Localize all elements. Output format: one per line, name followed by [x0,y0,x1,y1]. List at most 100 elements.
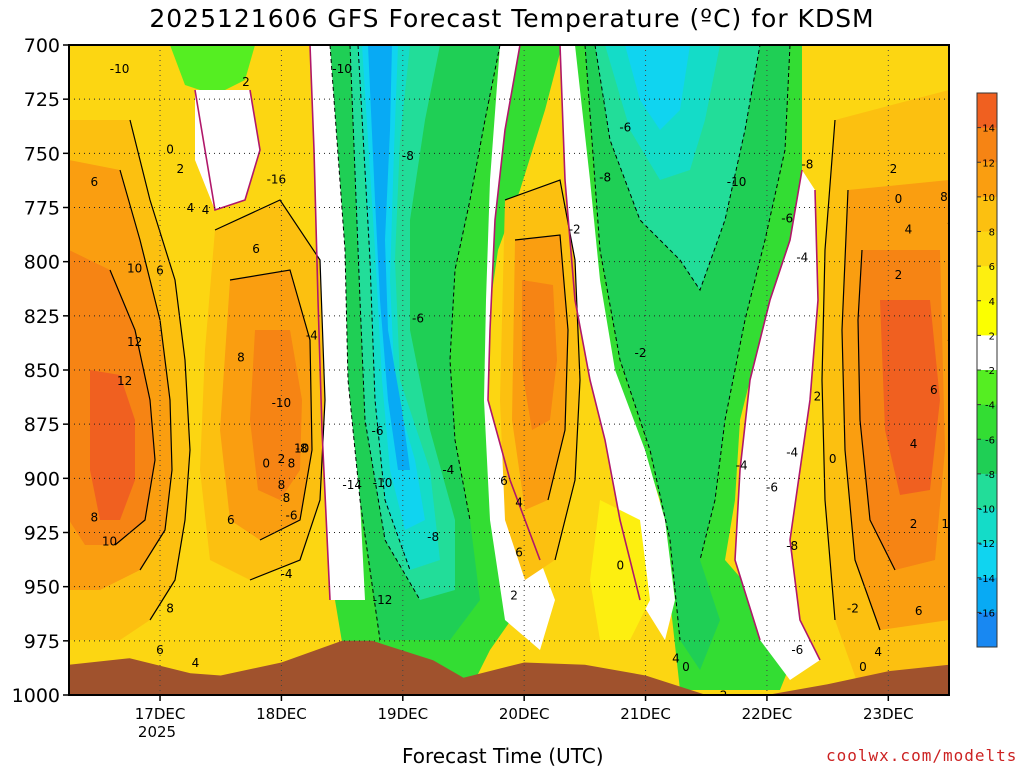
contour-label: 2 [890,162,898,176]
contour-label: 2 [510,589,518,603]
contour-label: 10 [294,441,309,455]
contour-label: 8 [237,350,245,364]
contour-label: -6 [372,424,384,438]
colorbar-swatch [977,370,997,406]
contour-label: 4 [202,203,210,217]
y-tick-label: 700 [24,35,60,57]
temperature-field: -10681012121068644420268108868-402-10-16… [69,45,1017,728]
credit-link[interactable]: coolwx.com/modelts [826,746,1018,765]
contour-label: 14 [1002,428,1017,442]
contour-label: 6 [252,242,260,256]
contour-label: -4 [306,329,318,343]
colorbar-label: 10 [982,193,995,204]
contour-label: -6 [766,480,778,494]
contour-label: -6 [412,311,424,325]
colorbar-swatch [977,266,997,302]
contour-label: 6 [915,604,923,618]
contour-label: 12 [117,374,132,388]
y-tick-label: 725 [24,89,60,111]
contour-label: 2 [242,75,250,89]
x-axis: 17DEC 18DEC 19DEC 20DEC 21DEC 22DEC 23DEC [135,695,914,723]
contour-label: 6 [90,175,98,189]
colorbar-swatch [977,300,997,336]
colorbar-label: 12 [982,158,995,169]
y-tick-label: 925 [24,523,60,545]
contour-label: 2 [895,268,903,282]
contour-label: -2 [569,223,581,237]
colorbar-label: -6 [985,435,995,446]
contour-label: -10 [373,476,393,490]
contour-label: -6 [791,643,803,657]
colorbar-swatch [977,612,997,648]
colorbar-label: -2 [985,366,995,377]
contour-label: -4 [281,567,293,581]
contour-label: 4 [672,652,680,666]
contour-label: 8 [166,602,174,616]
contour-label: -8 [402,149,414,163]
contour-label: 0 [262,457,270,471]
grid [69,45,949,695]
contour-label: 6 [500,474,508,488]
colorbar-label: 2 [989,331,995,342]
contour-label: 6 [156,643,164,657]
contour-label: 6 [515,545,523,559]
colorbar-label: -8 [985,470,995,481]
contour-label: 12 [946,337,961,351]
contour-label: 4 [187,201,195,215]
y-tick-label: 975 [24,631,60,653]
contour-label: -6 [781,212,793,226]
contour-label: 2 [278,452,286,466]
y-axis: 700 725 750 775 800 825 850 875 900 925 950 975 1000 [12,35,69,707]
contour-label: -6 [619,121,631,135]
colorbar-label: -10 [979,505,995,516]
contour-label: -4 [827,714,839,728]
contour-label: 8 [955,563,963,577]
contour-label: 4 [192,656,200,670]
colorbar-label: -4 [985,401,995,412]
y-tick-label: 875 [24,414,60,436]
contour-label: -10 [727,175,747,189]
contour-label: 6 [227,513,235,527]
contour-label: 8 [288,457,296,471]
contour-label: -8 [296,441,308,455]
colorbar-swatch [977,543,997,579]
colorbar-swatch [977,162,997,198]
y-tick-label: 825 [24,306,60,328]
contour-label: -4 [796,251,808,265]
colorbar-swatch [977,508,997,544]
contour-label: 8 [90,511,98,525]
contour-label: 10 [127,262,142,276]
contour-label: 6 [930,383,938,397]
contour-label: -4 [442,463,454,477]
contour-label: -2 [847,602,859,616]
contour-label: 2 [814,389,822,403]
x-tick-label: 17DEC [135,705,186,723]
contour-label: -10 [332,62,352,76]
colorbar-label: -12 [979,539,995,550]
colorbar-swatch [977,93,997,129]
contour-label: 0 [616,558,624,572]
chart-title: 2025121606 GFS Forecast Temperature (ºC)… [149,4,875,33]
contour-label: 10 [941,517,956,531]
colorbar-label: 6 [989,262,995,273]
contour-label: 2 [910,517,918,531]
colorbar-swatch [977,577,997,613]
contour-label: 12 [127,335,142,349]
x-tick-label: 23DEC [863,705,914,723]
y-tick-label: 800 [24,252,60,274]
contour-label: -8 [599,171,611,185]
x-tick-label: 22DEC [742,705,793,723]
terrain [69,640,949,695]
contour-label: 4 [910,437,918,451]
colorbar-swatch [977,127,997,163]
colorbar-label: 8 [989,228,995,239]
contour-label: -8 [801,158,813,172]
x-tick-label: 20DEC [499,705,550,723]
contour-label: 0 [682,660,690,674]
x-tick-label: 21DEC [620,705,671,723]
contour-label: 0 [166,142,174,156]
contour-label: 4 [905,223,913,237]
contour-label: -14 [342,478,362,492]
y-tick-label: 900 [24,468,60,490]
year-label: 2025 [138,723,176,741]
